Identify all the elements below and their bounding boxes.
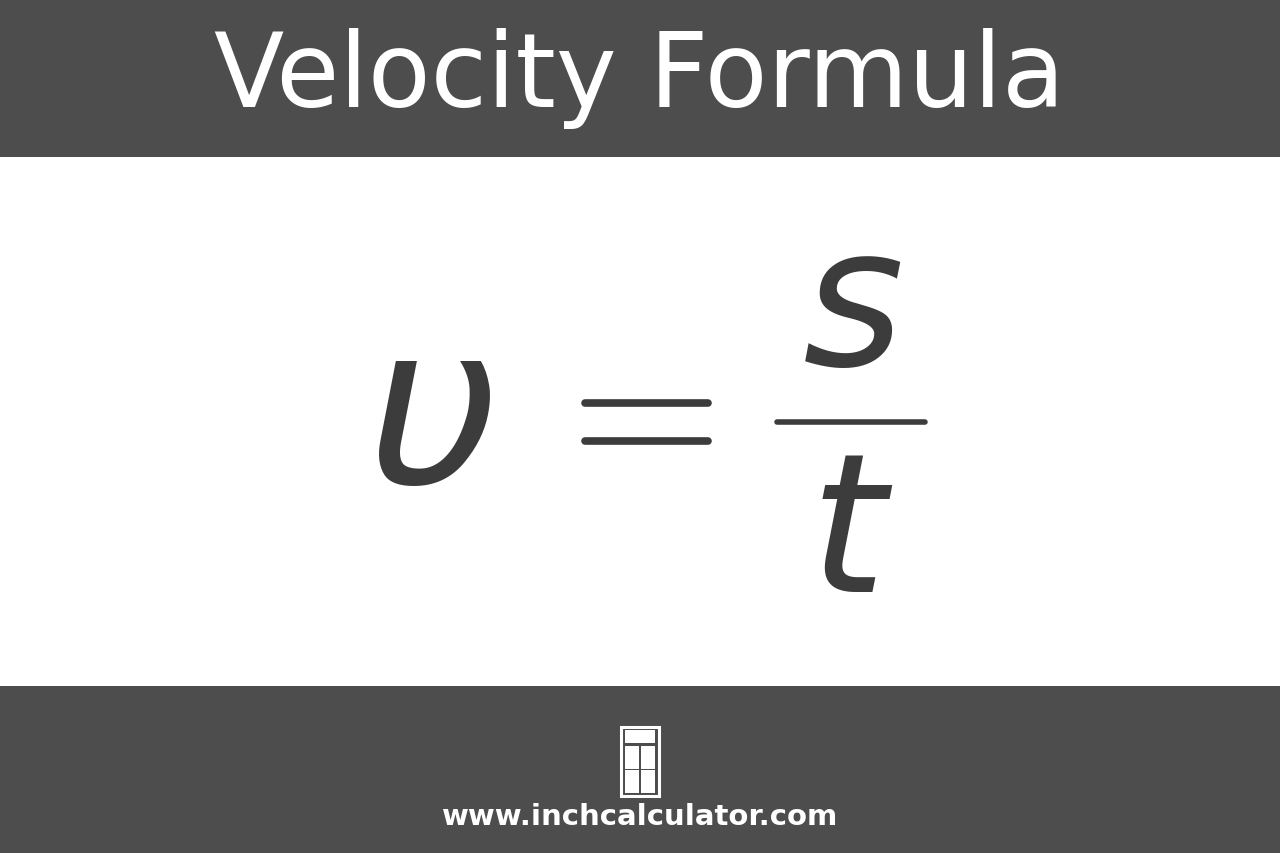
Bar bbox=[641, 770, 655, 793]
Bar bbox=[0, 687, 1280, 853]
Bar bbox=[0, 0, 1280, 158]
Text: $\upsilon$: $\upsilon$ bbox=[366, 311, 492, 533]
Text: Velocity Formula: Velocity Formula bbox=[215, 28, 1065, 130]
Text: $t$: $t$ bbox=[809, 443, 893, 632]
Text: $s$: $s$ bbox=[801, 217, 901, 406]
Bar bbox=[625, 770, 639, 793]
Text: www.inchcalculator.com: www.inchcalculator.com bbox=[442, 803, 838, 830]
Bar bbox=[641, 746, 655, 769]
Bar bbox=[625, 730, 655, 744]
Bar bbox=[621, 728, 659, 796]
Bar bbox=[625, 746, 639, 769]
Bar bbox=[0, 158, 1280, 687]
